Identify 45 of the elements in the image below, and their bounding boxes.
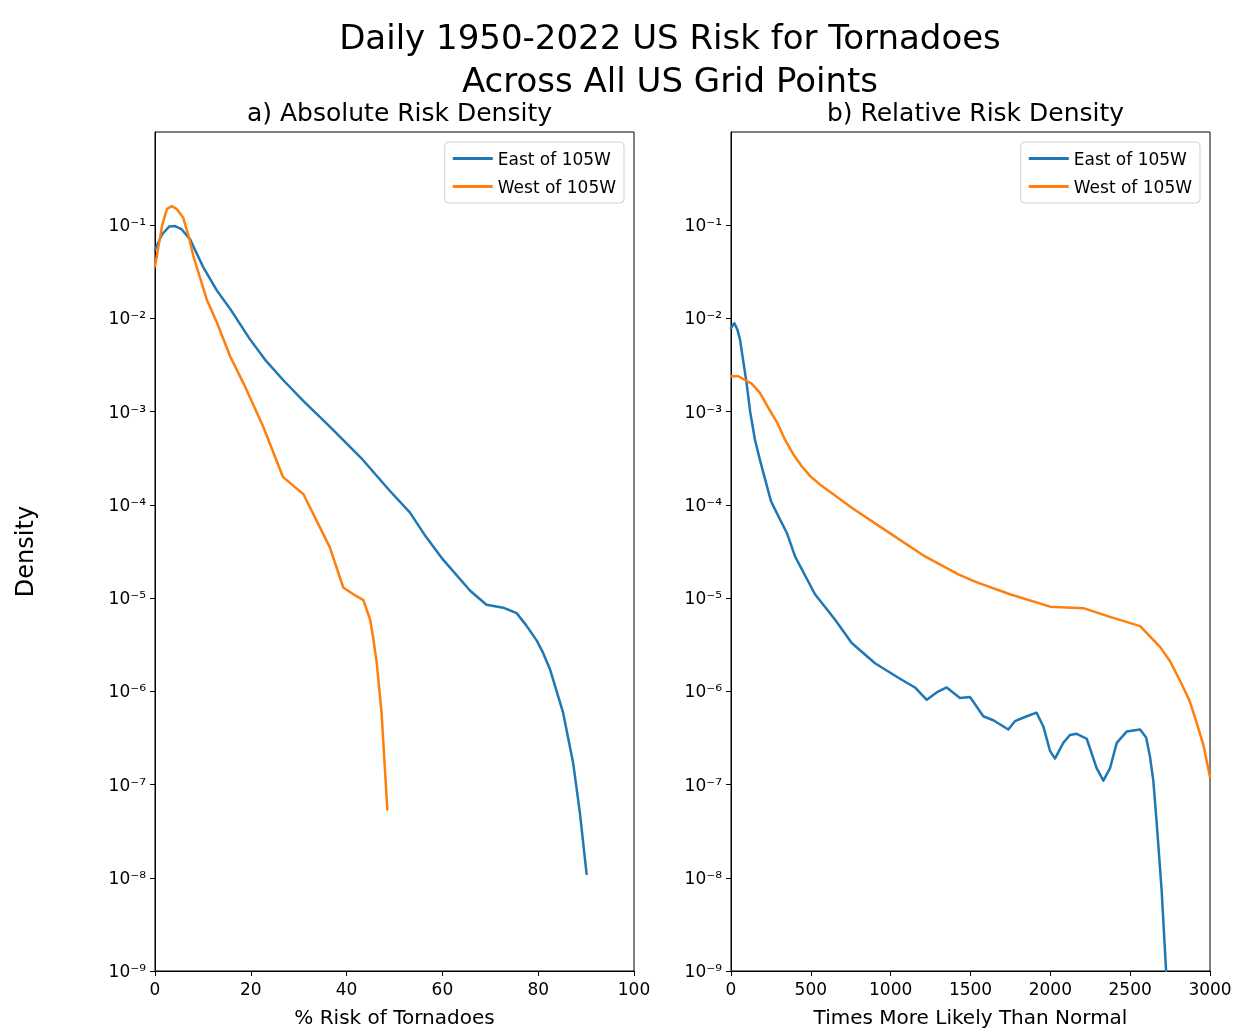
legend-label: East of 105W — [497, 148, 612, 169]
x-axis-title: Times More Likely Than Normal — [812, 1005, 1128, 1029]
y-tick-label: 10⁻⁴ — [108, 494, 147, 515]
legend-label: East of 105W — [1073, 148, 1188, 169]
x-tick-label: 60 — [431, 978, 454, 999]
chart-title: Daily 1950-2022 US Risk for Tornadoes Across All US Grid Points — [339, 16, 1001, 100]
y-axis-title: Density — [11, 505, 39, 598]
line-series — [153, 204, 389, 811]
y-tick-label: 10⁻³ — [108, 401, 146, 422]
chart-subtitle: b) Relative Risk Density — [826, 98, 1125, 127]
legend-label: West of 105W — [1073, 176, 1193, 197]
x-tick-label: 20 — [239, 978, 262, 999]
y-tick-label: 10⁻⁶ — [684, 681, 723, 702]
line-series — [729, 374, 1212, 779]
y-tick-label: 10⁻⁸ — [108, 867, 147, 888]
x-axis-title: % Risk of Tornadoes — [294, 1005, 495, 1029]
x-tick-label: 3000 — [1188, 978, 1232, 999]
y-tick-label: 10⁻¹ — [684, 215, 722, 236]
y-tick-label: 10⁻⁶ — [108, 681, 147, 702]
y-tick-label: 10⁻⁹ — [108, 961, 147, 981]
y-tick-label: 10⁻³ — [684, 401, 722, 422]
x-tick-label: 1000 — [869, 978, 913, 999]
y-tick-label: 10⁻⁴ — [684, 494, 723, 515]
x-tick-label: 1500 — [948, 978, 993, 999]
y-tick-label: 10⁻⁷ — [684, 774, 723, 795]
y-tick-label: 10⁻² — [684, 308, 722, 329]
x-tick-label: 500 — [794, 978, 828, 999]
x-tick-label: 2500 — [1108, 978, 1152, 999]
x-tick-label: 40 — [335, 978, 358, 999]
y-tick-label: 10⁻⁷ — [108, 774, 147, 795]
chart-subtitle: a) Absolute Risk Density — [246, 98, 553, 127]
x-tick-label: 0 — [725, 978, 737, 999]
x-tick-label: 100 — [617, 978, 651, 999]
y-tick-label: 10⁻⁹ — [684, 961, 723, 981]
x-tick-label: 80 — [527, 978, 550, 999]
y-tick-label: 10⁻⁵ — [684, 588, 722, 609]
legend-label: West of 105W — [497, 176, 617, 197]
y-tick-label: 10⁻² — [108, 308, 146, 329]
line-series — [153, 224, 588, 876]
y-tick-label: 10⁻⁸ — [684, 867, 723, 888]
y-tick-label: 10⁻¹ — [108, 215, 146, 236]
x-tick-label: 2000 — [1028, 978, 1072, 999]
line-series — [729, 321, 1168, 973]
y-tick-label: 10⁻⁵ — [108, 588, 146, 609]
x-tick-label: 0 — [149, 978, 161, 999]
